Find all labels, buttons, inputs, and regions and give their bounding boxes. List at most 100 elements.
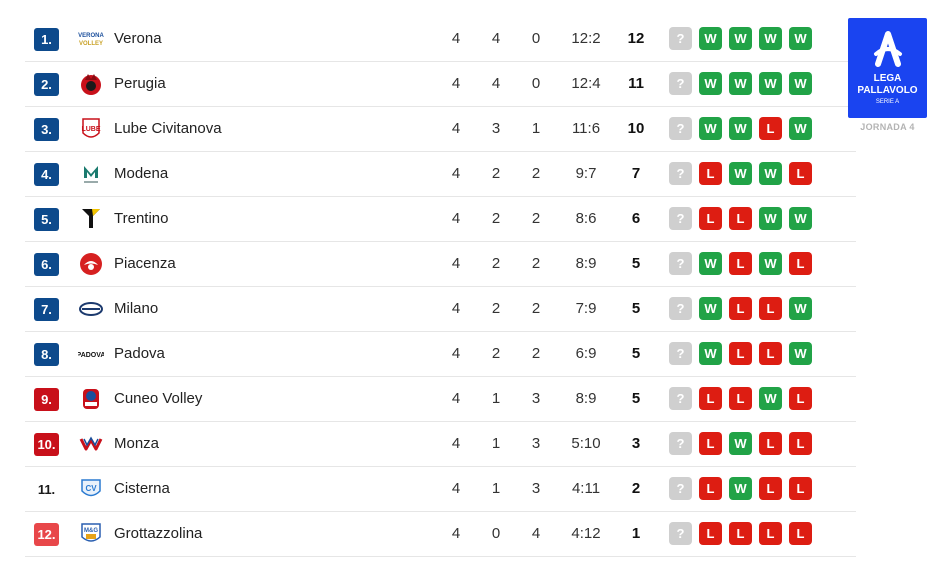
team-name[interactable]: Cuneo Volley	[114, 390, 203, 407]
table-row[interactable]: 4. Modena 4 2 2 9:7 7? L W W L	[25, 152, 856, 197]
lube-logo-icon[interactable]: LUBE	[78, 116, 104, 142]
loss-badge[interactable]: L	[699, 387, 722, 410]
team-name[interactable]: Perugia	[114, 75, 166, 92]
loss-badge[interactable]: L	[729, 297, 752, 320]
table-row[interactable]: 10. Monza 4 1 3 5:10 3? L W L L	[25, 422, 856, 467]
league-logo-line-3: SERIE A	[876, 99, 899, 105]
loss-badge[interactable]: L	[759, 477, 782, 500]
table-row[interactable]: 5. Trentino 4 2 2 8:6 6? L L W W	[25, 197, 856, 242]
loss-badge[interactable]: L	[729, 252, 752, 275]
loss-badge[interactable]: L	[699, 477, 722, 500]
next-match-badge[interactable]: ?	[669, 477, 692, 500]
team-name[interactable]: Verona	[114, 30, 162, 47]
team-name[interactable]: Piacenza	[114, 255, 176, 272]
win-badge[interactable]: W	[789, 27, 812, 50]
table-row[interactable]: 7. Milano 4 2 2 7:9 5? W L L W	[25, 287, 856, 332]
piacenza-logo-icon[interactable]	[78, 251, 104, 277]
loss-badge[interactable]: L	[789, 477, 812, 500]
table-row[interactable]: 6. Piacenza 4 2 2 8:9 5? W L W L	[25, 242, 856, 287]
loss-badge[interactable]: L	[729, 207, 752, 230]
team-name[interactable]: Modena	[114, 165, 169, 182]
table-row[interactable]: 8. PADOVA Padova 4 2 2 6:9 5? W L L W	[25, 332, 856, 377]
next-match-badge[interactable]: ?	[669, 27, 692, 50]
loss-badge[interactable]: L	[759, 297, 782, 320]
cisterna-logo-icon[interactable]: CV	[78, 476, 104, 502]
loss-badge[interactable]: L	[699, 162, 722, 185]
table-row[interactable]: 12. M&G Grottazzolina 4 0 4 4:12 1? L L L L	[25, 512, 856, 557]
loss-badge[interactable]: L	[789, 387, 812, 410]
win-badge[interactable]: W	[699, 72, 722, 95]
win-badge[interactable]: W	[729, 72, 752, 95]
win-badge[interactable]: W	[759, 162, 782, 185]
table-row[interactable]: 3. LUBE Lube Civitanova 4 3 1 11:6 10? W W L W	[25, 107, 856, 152]
loss-badge[interactable]: L	[789, 432, 812, 455]
perugia-logo-icon[interactable]	[78, 71, 104, 97]
loss-badge[interactable]: L	[699, 207, 722, 230]
team-name[interactable]: Lube Civitanova	[114, 120, 222, 137]
next-match-badge[interactable]: ?	[669, 72, 692, 95]
table-row[interactable]: 11. CV Cisterna 4 1 3 4:11 2? L W L L	[25, 467, 856, 512]
loss-badge[interactable]: L	[789, 252, 812, 275]
win-badge[interactable]: W	[729, 27, 752, 50]
next-match-badge[interactable]: ?	[669, 252, 692, 275]
loss-badge[interactable]: L	[729, 522, 752, 545]
team-name[interactable]: Monza	[114, 435, 160, 452]
win-badge[interactable]: W	[789, 342, 812, 365]
lega-pallavolo-logo[interactable]: LEGA PALLAVOLO SERIE A	[848, 18, 927, 118]
padova-logo-icon[interactable]: PADOVA	[77, 341, 106, 367]
loss-badge[interactable]: L	[699, 522, 722, 545]
loss-badge[interactable]: L	[759, 342, 782, 365]
cuneo-logo-icon[interactable]	[78, 386, 104, 412]
loss-badge[interactable]: L	[789, 162, 812, 185]
milano-logo-icon[interactable]	[78, 296, 104, 322]
team-name[interactable]: Cisterna	[114, 480, 170, 497]
win-badge[interactable]: W	[699, 27, 722, 50]
loss-badge[interactable]: L	[759, 117, 782, 140]
table-row[interactable]: 9. Cuneo Volley 4 1 3 8:9 5? L L W L	[25, 377, 856, 422]
loss-badge[interactable]: L	[759, 522, 782, 545]
win-badge[interactable]: W	[729, 117, 752, 140]
win-badge[interactable]: W	[759, 252, 782, 275]
team-name[interactable]: Grottazzolina	[114, 525, 203, 542]
loss-badge[interactable]: L	[759, 432, 782, 455]
win-badge[interactable]: W	[699, 342, 722, 365]
win-badge[interactable]: W	[789, 72, 812, 95]
monza-logo-icon[interactable]	[78, 431, 104, 457]
table-row[interactable]: 1. VERONA VOLLEY Verona 4 4 0 12:2 12? W W W W	[25, 17, 856, 62]
win-badge[interactable]: W	[759, 207, 782, 230]
loss-badge[interactable]: L	[789, 522, 812, 545]
team-name[interactable]: Trentino	[114, 210, 169, 227]
next-match-badge[interactable]: ?	[669, 387, 692, 410]
win-badge[interactable]: W	[789, 207, 812, 230]
grottazzolina-logo-icon[interactable]: M&G	[78, 521, 104, 547]
win-badge[interactable]: W	[699, 252, 722, 275]
loss-badge[interactable]: L	[729, 342, 752, 365]
win-badge[interactable]: W	[789, 117, 812, 140]
next-match-badge[interactable]: ?	[669, 432, 692, 455]
next-match-badge[interactable]: ?	[669, 207, 692, 230]
win-badge[interactable]: W	[759, 387, 782, 410]
verona-volley-logo-icon[interactable]: VERONA VOLLEY	[78, 26, 104, 52]
next-match-badge[interactable]: ?	[669, 117, 692, 140]
win-badge[interactable]: W	[729, 432, 752, 455]
next-match-badge[interactable]: ?	[669, 297, 692, 320]
win-badge[interactable]: W	[729, 162, 752, 185]
next-match-badge[interactable]: ?	[669, 162, 692, 185]
win-badge[interactable]: W	[699, 117, 722, 140]
team-name[interactable]: Padova	[114, 345, 165, 362]
next-match-badge[interactable]: ?	[669, 342, 692, 365]
win-badge[interactable]: W	[759, 27, 782, 50]
next-match-badge[interactable]: ?	[669, 522, 692, 545]
table-row[interactable]: 2. Perugia 4 4 0 12:4 11? W W W W	[25, 62, 856, 107]
loss-badge[interactable]: L	[729, 387, 752, 410]
win-badge[interactable]: W	[729, 477, 752, 500]
win-badge[interactable]: W	[759, 72, 782, 95]
team-name[interactable]: Milano	[114, 300, 159, 317]
trentino-logo-icon[interactable]	[78, 206, 104, 232]
sets-ratio: 5:10	[571, 435, 601, 452]
wins-count: 2	[491, 165, 501, 182]
loss-badge[interactable]: L	[699, 432, 722, 455]
modena-logo-icon[interactable]	[78, 161, 104, 187]
win-badge[interactable]: W	[789, 297, 812, 320]
win-badge[interactable]: W	[699, 297, 722, 320]
